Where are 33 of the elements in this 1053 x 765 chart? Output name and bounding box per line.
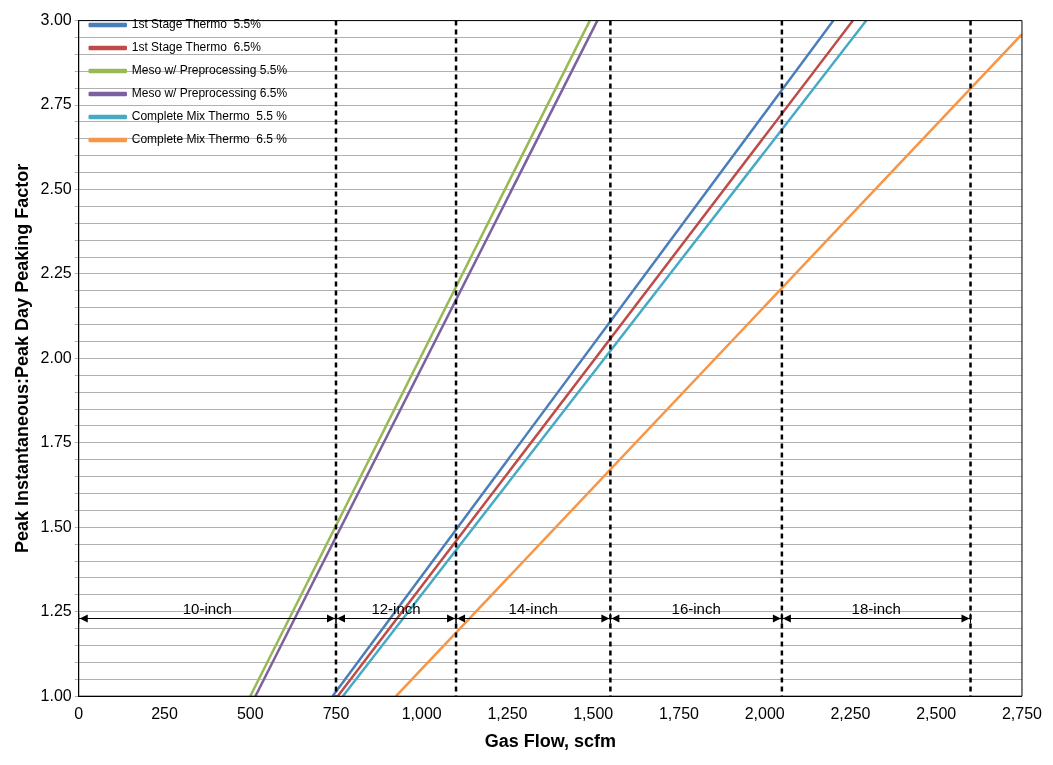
- x-axis-title: Gas Flow, scfm: [484, 731, 617, 752]
- y-tick-label: 1.50: [40, 517, 72, 535]
- legend-label: 1st Stage Thermo 6.5%: [131, 40, 262, 55]
- x-tick-label: 2,750: [1001, 705, 1043, 723]
- x-tick-label: 250: [151, 705, 178, 723]
- annotation: 18-inch: [851, 600, 901, 618]
- x-tick-label: 1,500: [573, 705, 614, 723]
- y-tick-label: 2.50: [40, 179, 72, 197]
- annotation: 10-inch: [182, 600, 232, 618]
- y-tick-label: 1.75: [40, 433, 72, 451]
- legend-label: Complete Mix Thermo 5.5 %: [131, 109, 288, 124]
- legend-label: Meso w/ Preprocessing 5.5%: [131, 63, 288, 78]
- y-tick-label: 1.00: [40, 686, 72, 704]
- annotation: 16-inch: [671, 600, 721, 618]
- y-tick-label: 2.25: [40, 264, 72, 282]
- x-tick-label: 1,000: [401, 705, 442, 723]
- legend-label: Meso w/ Preprocessing 6.5%: [131, 86, 288, 101]
- x-tick-label: 2,000: [744, 705, 785, 723]
- x-tick-label: 750: [322, 705, 350, 723]
- y-tick-label: 2.00: [40, 348, 72, 366]
- legend-label: 1st Stage Thermo 5.5%: [131, 17, 262, 32]
- x-tick-label: 500: [236, 705, 264, 723]
- x-tick-label: 2,250: [830, 705, 871, 723]
- x-tick-label: 2,500: [916, 705, 957, 723]
- annotation: 14-inch: [508, 600, 558, 618]
- y-tick-label: 2.75: [40, 95, 72, 113]
- x-tick-label: 0: [74, 705, 84, 723]
- x-tick-label: 1,250: [487, 705, 528, 723]
- y-tick-label: 3.00: [40, 11, 72, 29]
- y-tick-label: 1.25: [40, 602, 72, 620]
- legend-label: Complete Mix Thermo 6.5 %: [131, 132, 288, 147]
- x-tick-label: 1,750: [658, 705, 700, 723]
- y-axis-title: Peak Instantaneous:Peak Day Peaking Factor: [11, 163, 32, 553]
